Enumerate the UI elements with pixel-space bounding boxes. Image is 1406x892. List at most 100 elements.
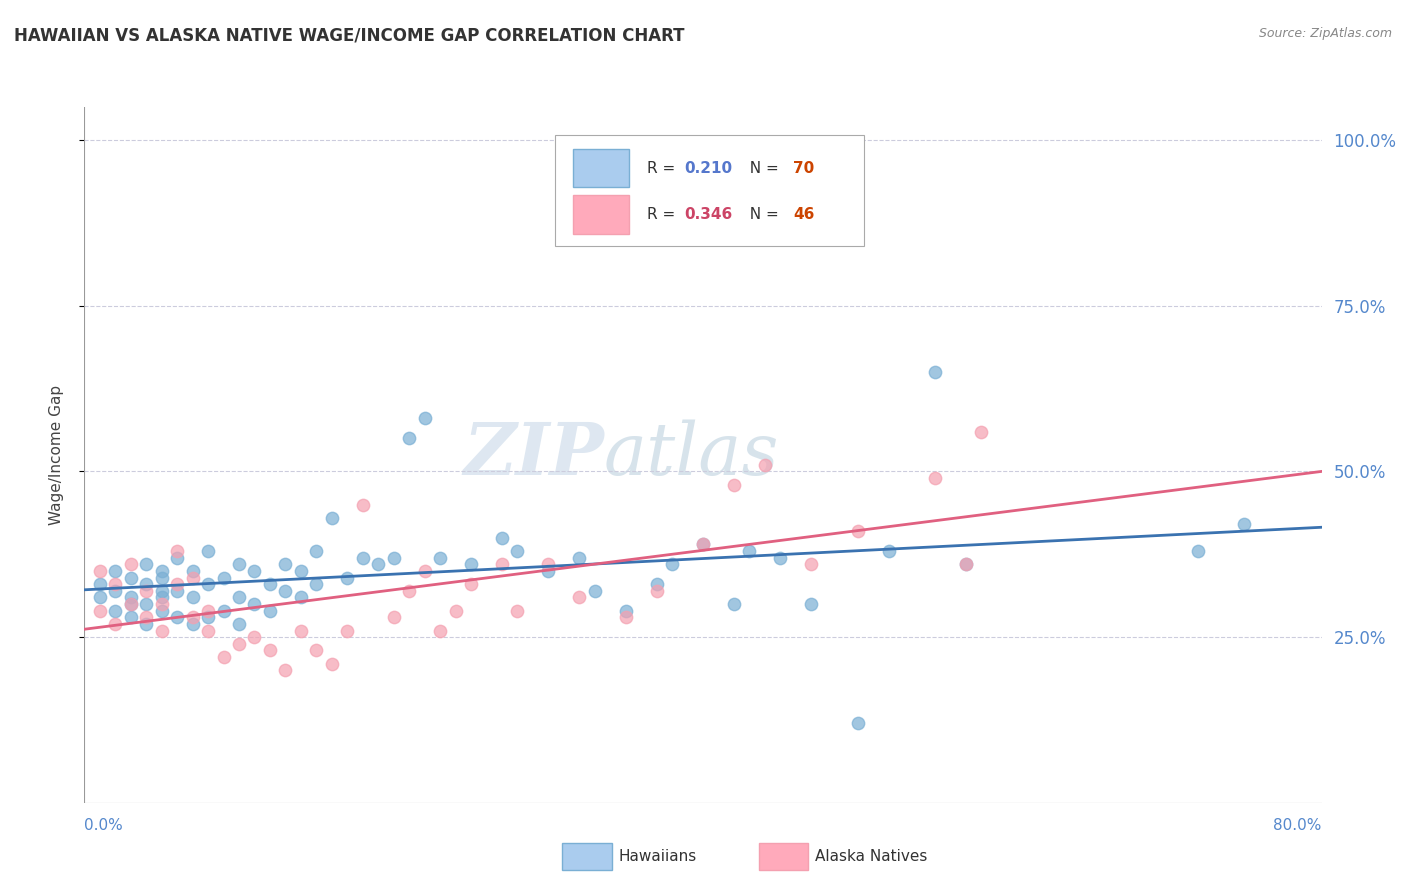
Text: 80.0%: 80.0% — [1274, 818, 1322, 832]
Point — [274, 558, 297, 572]
FancyBboxPatch shape — [574, 149, 628, 187]
Point — [568, 550, 591, 565]
Point — [120, 591, 142, 605]
Text: 0.0%: 0.0% — [84, 818, 124, 832]
Text: Source: ZipAtlas.com: Source: ZipAtlas.com — [1258, 27, 1392, 40]
Point — [259, 604, 281, 618]
Point — [150, 564, 173, 578]
Point — [321, 511, 343, 525]
Point — [583, 583, 606, 598]
Point — [243, 564, 266, 578]
Point — [274, 663, 297, 677]
Point — [877, 544, 900, 558]
Point — [197, 624, 219, 638]
Point — [197, 544, 219, 558]
FancyBboxPatch shape — [574, 195, 628, 234]
Point — [135, 558, 157, 572]
Point — [150, 591, 173, 605]
Point — [723, 477, 745, 491]
Point — [460, 558, 482, 572]
Point — [166, 544, 188, 558]
Point — [614, 610, 637, 624]
Point — [305, 577, 328, 591]
Point — [924, 471, 946, 485]
Point — [460, 577, 482, 591]
Point — [305, 643, 328, 657]
Point — [413, 564, 436, 578]
Point — [135, 610, 157, 624]
Point — [846, 524, 869, 538]
Point — [491, 531, 513, 545]
Point — [274, 583, 297, 598]
Point — [537, 564, 560, 578]
Point — [846, 716, 869, 731]
Point — [120, 570, 142, 584]
Point — [398, 583, 420, 598]
Point — [166, 550, 188, 565]
Point — [228, 591, 250, 605]
Point — [506, 604, 529, 618]
Point — [89, 577, 111, 591]
Point — [692, 537, 714, 551]
Point — [166, 610, 188, 624]
Point — [135, 597, 157, 611]
Point — [769, 550, 792, 565]
Point — [336, 624, 359, 638]
Point — [336, 570, 359, 584]
Point — [290, 624, 312, 638]
Point — [212, 570, 235, 584]
Point — [150, 604, 173, 618]
Point — [506, 544, 529, 558]
Point — [614, 604, 637, 618]
Point — [120, 597, 142, 611]
Point — [135, 616, 157, 631]
Text: N =: N = — [740, 161, 783, 176]
Point — [645, 583, 668, 598]
Point — [1187, 544, 1209, 558]
Point — [197, 604, 219, 618]
Point — [212, 604, 235, 618]
Point — [150, 583, 173, 598]
Point — [754, 458, 776, 472]
Point — [429, 550, 451, 565]
Point — [212, 650, 235, 665]
Text: Alaska Natives: Alaska Natives — [815, 849, 928, 863]
Point — [800, 597, 823, 611]
Point — [150, 624, 173, 638]
Point — [491, 558, 513, 572]
Point — [243, 597, 266, 611]
Point — [352, 498, 374, 512]
Text: R =: R = — [647, 161, 681, 176]
Point — [259, 577, 281, 591]
Point — [181, 616, 204, 631]
Point — [444, 604, 467, 618]
Point — [723, 597, 745, 611]
Point — [181, 591, 204, 605]
Text: R =: R = — [647, 207, 681, 222]
Point — [290, 564, 312, 578]
Point — [181, 564, 204, 578]
Point — [321, 657, 343, 671]
Point — [243, 630, 266, 644]
Text: atlas: atlas — [605, 419, 779, 491]
Point — [150, 570, 173, 584]
Text: 0.210: 0.210 — [685, 161, 733, 176]
Point — [955, 558, 977, 572]
Point — [413, 411, 436, 425]
Point — [181, 610, 204, 624]
Point — [166, 577, 188, 591]
Point — [955, 558, 977, 572]
Point — [166, 583, 188, 598]
Text: HAWAIIAN VS ALASKA NATIVE WAGE/INCOME GAP CORRELATION CHART: HAWAIIAN VS ALASKA NATIVE WAGE/INCOME GA… — [14, 27, 685, 45]
FancyBboxPatch shape — [554, 135, 863, 246]
Point — [661, 558, 683, 572]
Point — [382, 610, 405, 624]
Point — [970, 425, 993, 439]
Point — [568, 591, 591, 605]
Point — [382, 550, 405, 565]
Point — [89, 564, 111, 578]
Point — [104, 616, 127, 631]
Point — [645, 577, 668, 591]
Point — [305, 544, 328, 558]
Point — [1233, 517, 1256, 532]
